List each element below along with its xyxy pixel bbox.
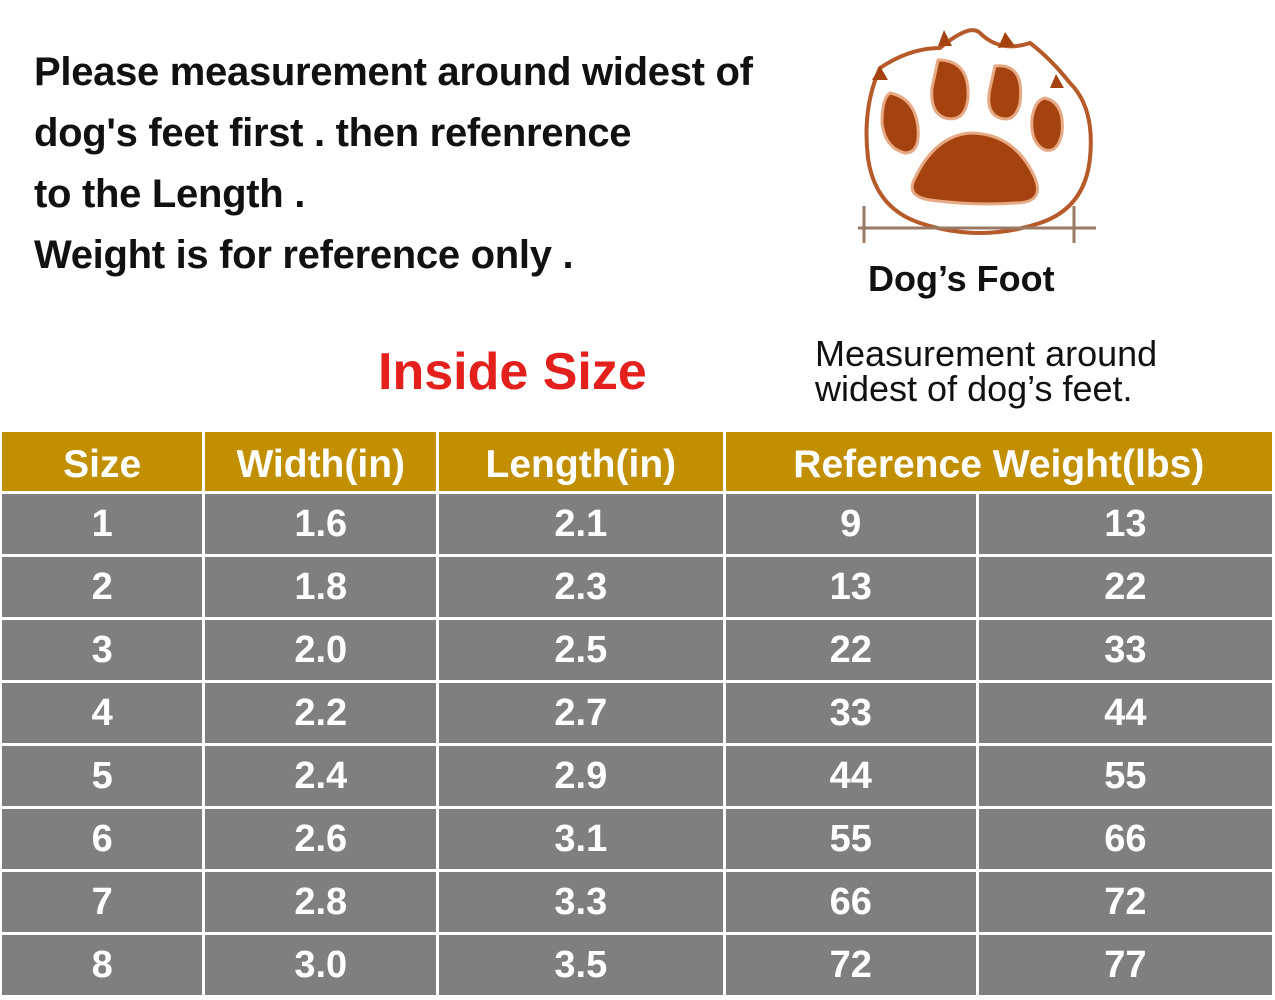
cell-weight-min: 33 [725, 683, 976, 743]
cell-weight-min: 72 [725, 935, 976, 995]
cell-size: 7 [2, 872, 203, 932]
cell-size: 8 [2, 935, 203, 995]
table-row: 1 1.6 2.1 9 13 [2, 494, 1272, 554]
cell-weight-max: 44 [978, 683, 1272, 743]
instruction-line: Weight is for reference only . [34, 233, 574, 277]
cell-weight-max: 13 [978, 494, 1272, 554]
cell-length: 2.3 [439, 557, 723, 617]
cell-length: 3.3 [439, 872, 723, 932]
table-row: 6 2.6 3.1 55 66 [2, 809, 1272, 869]
cell-weight-max: 77 [978, 935, 1272, 995]
cell-width: 2.0 [205, 620, 437, 680]
cell-length: 2.9 [439, 746, 723, 806]
instructions: Please measurement around widest of dog'… [34, 42, 753, 286]
table-header-row: Size Width(in) Length(in) Reference Weig… [2, 432, 1272, 491]
cell-width: 2.2 [205, 683, 437, 743]
cell-weight-min: 44 [725, 746, 976, 806]
table-row: 8 3.0 3.5 72 77 [2, 935, 1272, 995]
size-table: Size Width(in) Length(in) Reference Weig… [0, 429, 1275, 998]
cell-width: 3.0 [205, 935, 437, 995]
cell-weight-min: 9 [725, 494, 976, 554]
cell-size: 6 [2, 809, 203, 869]
cell-size: 1 [2, 494, 203, 554]
table-row: 7 2.8 3.3 66 72 [2, 872, 1272, 932]
instruction-line: dog's feet first . then refenrence [34, 111, 632, 155]
header-length: Length(in) [439, 432, 723, 491]
measurement-note-line: widest of dog’s feet. [815, 368, 1133, 409]
table-row: 3 2.0 2.5 22 33 [2, 620, 1272, 680]
cell-length: 2.5 [439, 620, 723, 680]
cell-width: 1.8 [205, 557, 437, 617]
cell-weight-min: 66 [725, 872, 976, 932]
header-size: Size [2, 432, 203, 491]
instruction-line: to the Length . [34, 172, 306, 216]
cell-weight-min: 55 [725, 809, 976, 869]
cell-weight-max: 22 [978, 557, 1272, 617]
cell-length: 2.1 [439, 494, 723, 554]
header-weight: Reference Weight(lbs) [725, 432, 1272, 491]
header-width: Width(in) [205, 432, 437, 491]
measurement-note-line: Measurement around [815, 333, 1158, 374]
cell-length: 3.1 [439, 809, 723, 869]
dogs-foot-label: Dog’s Foot [868, 258, 1055, 299]
cell-size: 3 [2, 620, 203, 680]
cell-size: 2 [2, 557, 203, 617]
cell-width: 2.4 [205, 746, 437, 806]
cell-width: 1.6 [205, 494, 437, 554]
table-title: Inside Size [378, 343, 647, 401]
table-row: 4 2.2 2.7 33 44 [2, 683, 1272, 743]
instruction-line: Please measurement around widest of [34, 50, 753, 94]
cell-weight-min: 13 [725, 557, 976, 617]
cell-size: 5 [2, 746, 203, 806]
cell-weight-max: 72 [978, 872, 1272, 932]
cell-weight-max: 66 [978, 809, 1272, 869]
cell-weight-max: 33 [978, 620, 1272, 680]
cell-weight-max: 55 [978, 746, 1272, 806]
cell-length: 2.7 [439, 683, 723, 743]
cell-length: 3.5 [439, 935, 723, 995]
table-row: 2 1.8 2.3 13 22 [2, 557, 1272, 617]
cell-width: 2.8 [205, 872, 437, 932]
paw-icon [858, 28, 1096, 243]
cell-weight-min: 22 [725, 620, 976, 680]
cell-width: 2.6 [205, 809, 437, 869]
measurement-note: Measurement around widest of dog’s feet. [815, 333, 1158, 409]
cell-size: 4 [2, 683, 203, 743]
table-row: 5 2.4 2.9 44 55 [2, 746, 1272, 806]
